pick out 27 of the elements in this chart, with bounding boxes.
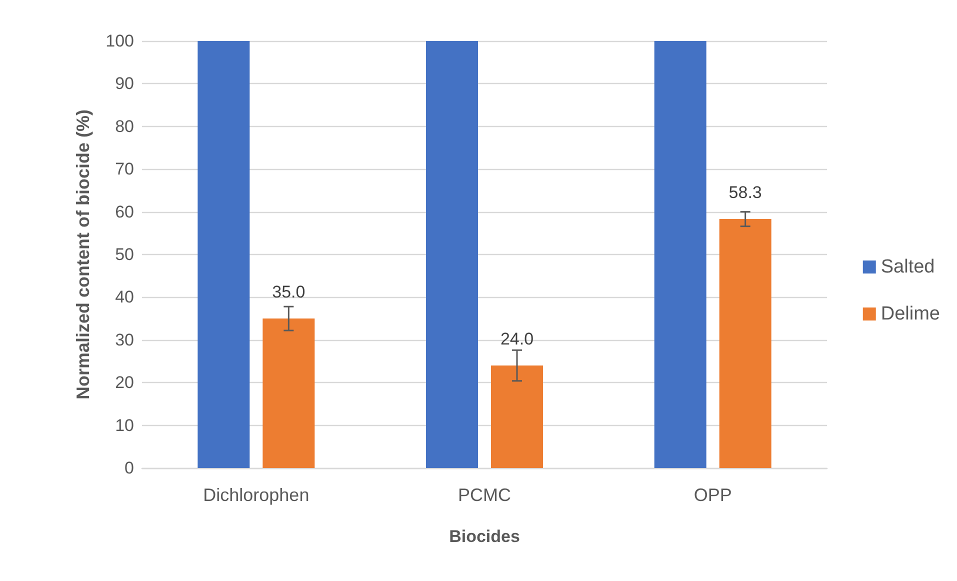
y-axis-title: Normalized content of biocide (%): [73, 109, 93, 400]
y-tick-label: 40: [115, 288, 134, 307]
y-tick-label: 60: [115, 202, 134, 222]
bar: [198, 41, 250, 468]
y-tick-label: 50: [115, 245, 134, 264]
y-tick-label: 10: [115, 416, 134, 435]
y-tick-label: 100: [106, 32, 134, 50]
x-axis-title: Biocides: [449, 527, 520, 546]
bar: [654, 41, 706, 468]
bar: [719, 219, 772, 468]
y-tick-label: 20: [115, 373, 134, 392]
x-tick-label: OPP: [694, 485, 732, 505]
y-tick-label: 30: [115, 330, 134, 350]
x-tick-label: Dichlorophen: [203, 485, 310, 505]
y-tick-label: 70: [115, 160, 134, 179]
bar: [262, 318, 315, 468]
y-tick-label: 90: [115, 74, 134, 94]
data-label: 35.0: [272, 282, 306, 302]
legend-label: Salted: [880, 256, 935, 278]
y-tick-label: 80: [115, 116, 134, 136]
data-label: 58.3: [728, 183, 762, 202]
data-label: 24.0: [500, 330, 534, 349]
bar: [491, 366, 543, 468]
legend-label: Delime: [880, 304, 940, 324]
bar: [426, 41, 478, 468]
x-tick-label: PCMC: [458, 485, 511, 505]
y-tick-label: 0: [124, 458, 134, 478]
